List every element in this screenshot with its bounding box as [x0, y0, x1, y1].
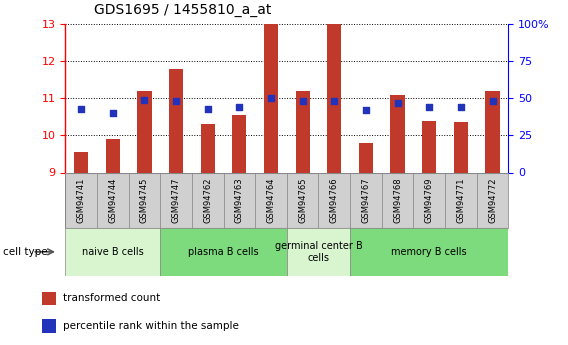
Bar [414, 172, 445, 228]
Point [235, 105, 244, 110]
Bar [350, 228, 508, 276]
Text: GSM94766: GSM94766 [330, 177, 339, 223]
Bar [232, 115, 247, 172]
Text: GSM94768: GSM94768 [393, 177, 402, 223]
Point [425, 105, 434, 110]
Bar [41, 319, 56, 333]
Bar [137, 91, 152, 172]
Point [266, 96, 275, 101]
Text: GSM94763: GSM94763 [235, 177, 244, 223]
Point [140, 97, 149, 102]
Text: GSM94745: GSM94745 [140, 177, 149, 223]
Point [330, 99, 339, 104]
Bar [264, 24, 278, 172]
Bar [65, 172, 97, 228]
Text: GSM94769: GSM94769 [425, 177, 434, 223]
Point [393, 100, 402, 106]
Bar [319, 172, 350, 228]
Point [298, 99, 307, 104]
Bar [255, 172, 287, 228]
Text: GSM94772: GSM94772 [488, 177, 497, 223]
Bar [41, 292, 56, 305]
Text: plasma B cells: plasma B cells [188, 247, 259, 257]
Point [361, 107, 370, 113]
Bar [65, 228, 160, 276]
Text: GDS1695 / 1455810_a_at: GDS1695 / 1455810_a_at [94, 3, 271, 17]
Text: GSM94744: GSM94744 [108, 177, 117, 223]
Point [456, 105, 465, 110]
Text: GSM94747: GSM94747 [172, 177, 181, 223]
Text: GSM94741: GSM94741 [77, 177, 86, 223]
Bar [224, 172, 255, 228]
Text: GSM94762: GSM94762 [203, 177, 212, 223]
Bar [169, 69, 183, 172]
Point [77, 106, 86, 111]
Text: GSM94767: GSM94767 [361, 177, 370, 223]
Bar [422, 120, 436, 172]
Text: transformed count: transformed count [63, 293, 160, 303]
Text: germinal center B
cells: germinal center B cells [274, 241, 362, 263]
Bar [295, 91, 310, 172]
Text: percentile rank within the sample: percentile rank within the sample [63, 321, 239, 331]
Bar [390, 95, 405, 172]
Bar [74, 152, 88, 172]
Text: memory B cells: memory B cells [391, 247, 467, 257]
Bar [287, 228, 350, 276]
Bar [382, 172, 414, 228]
Text: GSM94765: GSM94765 [298, 177, 307, 223]
Text: naive B cells: naive B cells [82, 247, 144, 257]
Bar [327, 24, 341, 172]
Bar [128, 172, 160, 228]
Text: GSM94764: GSM94764 [266, 177, 275, 223]
Bar [287, 172, 319, 228]
Text: cell type: cell type [3, 247, 48, 257]
Bar [160, 228, 287, 276]
Bar [477, 172, 508, 228]
Bar [350, 172, 382, 228]
Bar [454, 122, 468, 172]
Bar [106, 139, 120, 172]
Bar [486, 91, 500, 172]
Text: GSM94771: GSM94771 [457, 177, 465, 223]
Bar [192, 172, 224, 228]
Point [172, 99, 181, 104]
Point [203, 106, 212, 111]
Point [108, 110, 118, 116]
Bar [359, 143, 373, 172]
Bar [445, 172, 477, 228]
Bar [160, 172, 192, 228]
Bar [201, 124, 215, 172]
Bar [97, 172, 128, 228]
Point [488, 99, 497, 104]
